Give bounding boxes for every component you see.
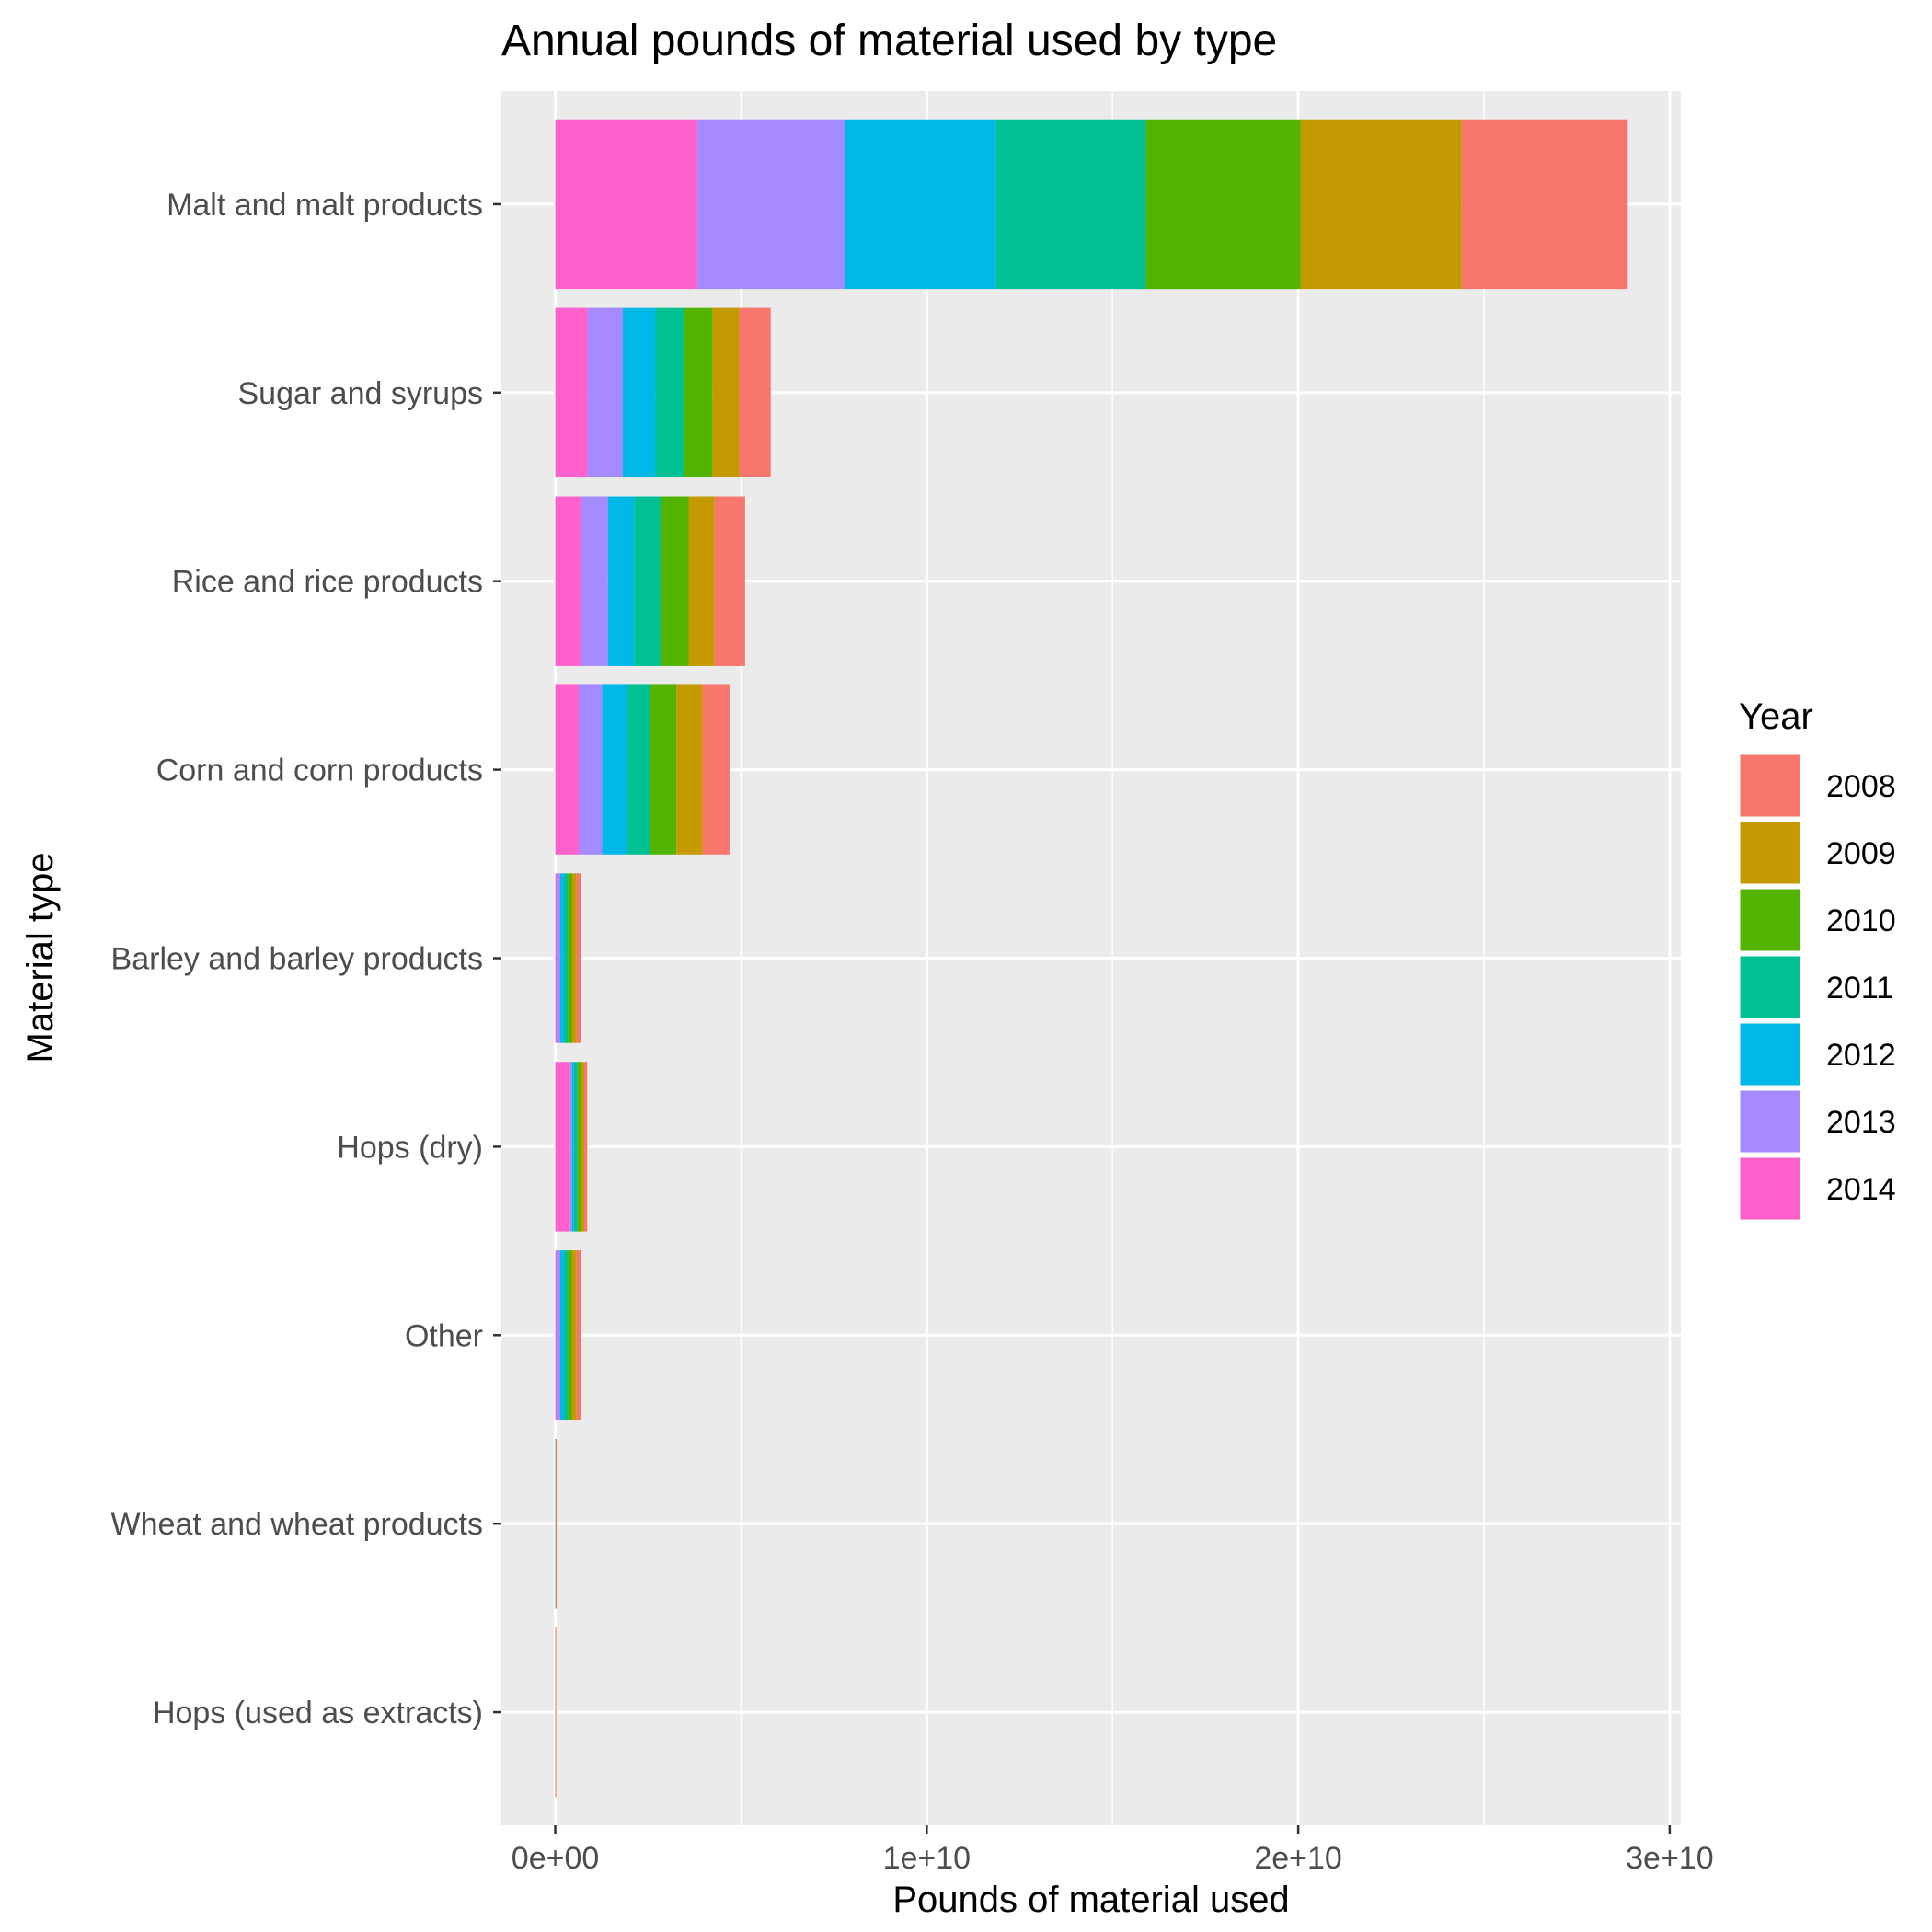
bar-segment-2010 [568, 1250, 572, 1420]
bar-segment-2011 [655, 307, 685, 478]
bar-segment-2008 [556, 1438, 558, 1609]
bar-segment-2009 [571, 1250, 577, 1420]
x-tick-label: 0e+00 [512, 1841, 600, 1876]
bar-segment-2008 [576, 1250, 581, 1420]
bar-segment-2010 [568, 873, 572, 1043]
bar-segment-2009 [571, 873, 577, 1043]
bar-segment-2011 [573, 1062, 578, 1232]
bar-segment-2011 [995, 119, 1146, 290]
bar-segment-2011 [564, 873, 569, 1043]
bar-segment-2010 [650, 684, 677, 855]
y-tick-label: Hops (dry) [337, 1130, 483, 1165]
bar-segment-2008 [576, 873, 581, 1043]
bar-segment-2009 [712, 307, 740, 478]
bar-segment-2008 [702, 684, 730, 855]
legend-label: 2013 [1826, 1105, 1896, 1140]
bar-segment-2014 [555, 119, 698, 290]
bar-segment-2012 [607, 496, 635, 666]
y-tick-label: Barley and barley products [111, 942, 483, 977]
bars [555, 119, 1628, 1798]
legend-key-2012 [1737, 1020, 1803, 1088]
bar-segment-2013 [569, 1062, 572, 1232]
y-tick-label: Wheat and wheat products [111, 1507, 483, 1542]
legend-key-2014 [1737, 1155, 1803, 1223]
legend-label: 2008 [1826, 769, 1896, 804]
bar-segment-2014 [555, 307, 588, 478]
bar-segment-2010 [661, 496, 689, 666]
bar-segment-2008 [555, 1627, 557, 1798]
bar-segment-2014 [555, 1250, 557, 1420]
bar-segment-2011 [564, 1250, 569, 1420]
y-tick-label: Other [405, 1318, 483, 1353]
legend-title: Year [1739, 696, 1813, 737]
bar-segment-2011 [634, 496, 661, 666]
bar-segment-2012 [571, 1062, 574, 1232]
bar-segment-2012 [602, 684, 627, 855]
bar-segment-2009 [581, 1062, 585, 1232]
legend-key-2008 [1737, 752, 1803, 820]
bar-segment-2012 [560, 873, 565, 1043]
x-axis: 0e+00 1e+10 2e+10 3e+10 [512, 1825, 1714, 1876]
bar-segment-2008 [1461, 119, 1628, 290]
bar-segment-2012 [845, 119, 996, 290]
x-tick-label: 1e+10 [883, 1841, 972, 1876]
legend: Year 2008 2009 2010 2011 2012 2013 2014 [1737, 696, 1896, 1223]
bar-segment-2013 [556, 1250, 560, 1420]
chart-title: Annual pounds of material used by type [501, 17, 1277, 65]
y-tick-label: Corn and corn products [156, 753, 483, 788]
legend-label: 2010 [1826, 903, 1896, 938]
bar-segment-2008 [714, 496, 745, 666]
y-tick-label: Rice and rice products [172, 565, 483, 600]
bar-segment-2009 [688, 496, 715, 666]
legend-key-2013 [1737, 1087, 1803, 1156]
bar-segment-2009 [1300, 119, 1462, 290]
y-tick-label: Hops (used as extracts) [153, 1696, 483, 1731]
x-tick-label: 2e+10 [1254, 1841, 1342, 1876]
bar-segment-2009 [676, 684, 703, 855]
legend-label: 2011 [1826, 971, 1893, 1006]
y-tick-label: Sugar and syrups [238, 376, 484, 411]
y-axis: Malt and malt products Sugar and syrups Ri… [111, 188, 501, 1731]
legend-label: 2012 [1826, 1038, 1896, 1073]
bar-segment-2012 [623, 307, 656, 478]
bar-segment-2010 [1145, 119, 1301, 290]
y-tick-label: Malt and malt products [167, 188, 483, 223]
bar-segment-2014 [555, 1062, 570, 1232]
bar-segment-2012 [559, 1250, 565, 1420]
x-tick-label: 3e+10 [1626, 1841, 1714, 1876]
legend-label: 2009 [1826, 836, 1896, 871]
bar-segment-2014 [555, 873, 558, 1043]
bar-segment-2013 [578, 684, 603, 855]
bar-segment-2010 [684, 307, 713, 478]
legend-key-2011 [1737, 953, 1803, 1021]
bar-segment-2013 [587, 307, 624, 478]
bar-segment-2008 [584, 1062, 588, 1232]
y-axis-title: Material type [20, 853, 61, 1064]
x-axis-title: Pounds of material used [892, 1880, 1289, 1920]
legend-key-2009 [1737, 819, 1803, 887]
legend-key-2010 [1737, 886, 1803, 954]
bar-segment-2010 [577, 1062, 581, 1232]
bar-segment-2011 [627, 684, 650, 855]
bar-segment-2014 [555, 496, 581, 666]
bar-segment-2014 [555, 684, 579, 855]
bar-segment-2013 [557, 873, 561, 1043]
legend-label: 2014 [1826, 1172, 1896, 1207]
bar-segment-2013 [697, 119, 845, 290]
bar-segment-2013 [581, 496, 608, 666]
bar-segment-2008 [739, 307, 771, 478]
